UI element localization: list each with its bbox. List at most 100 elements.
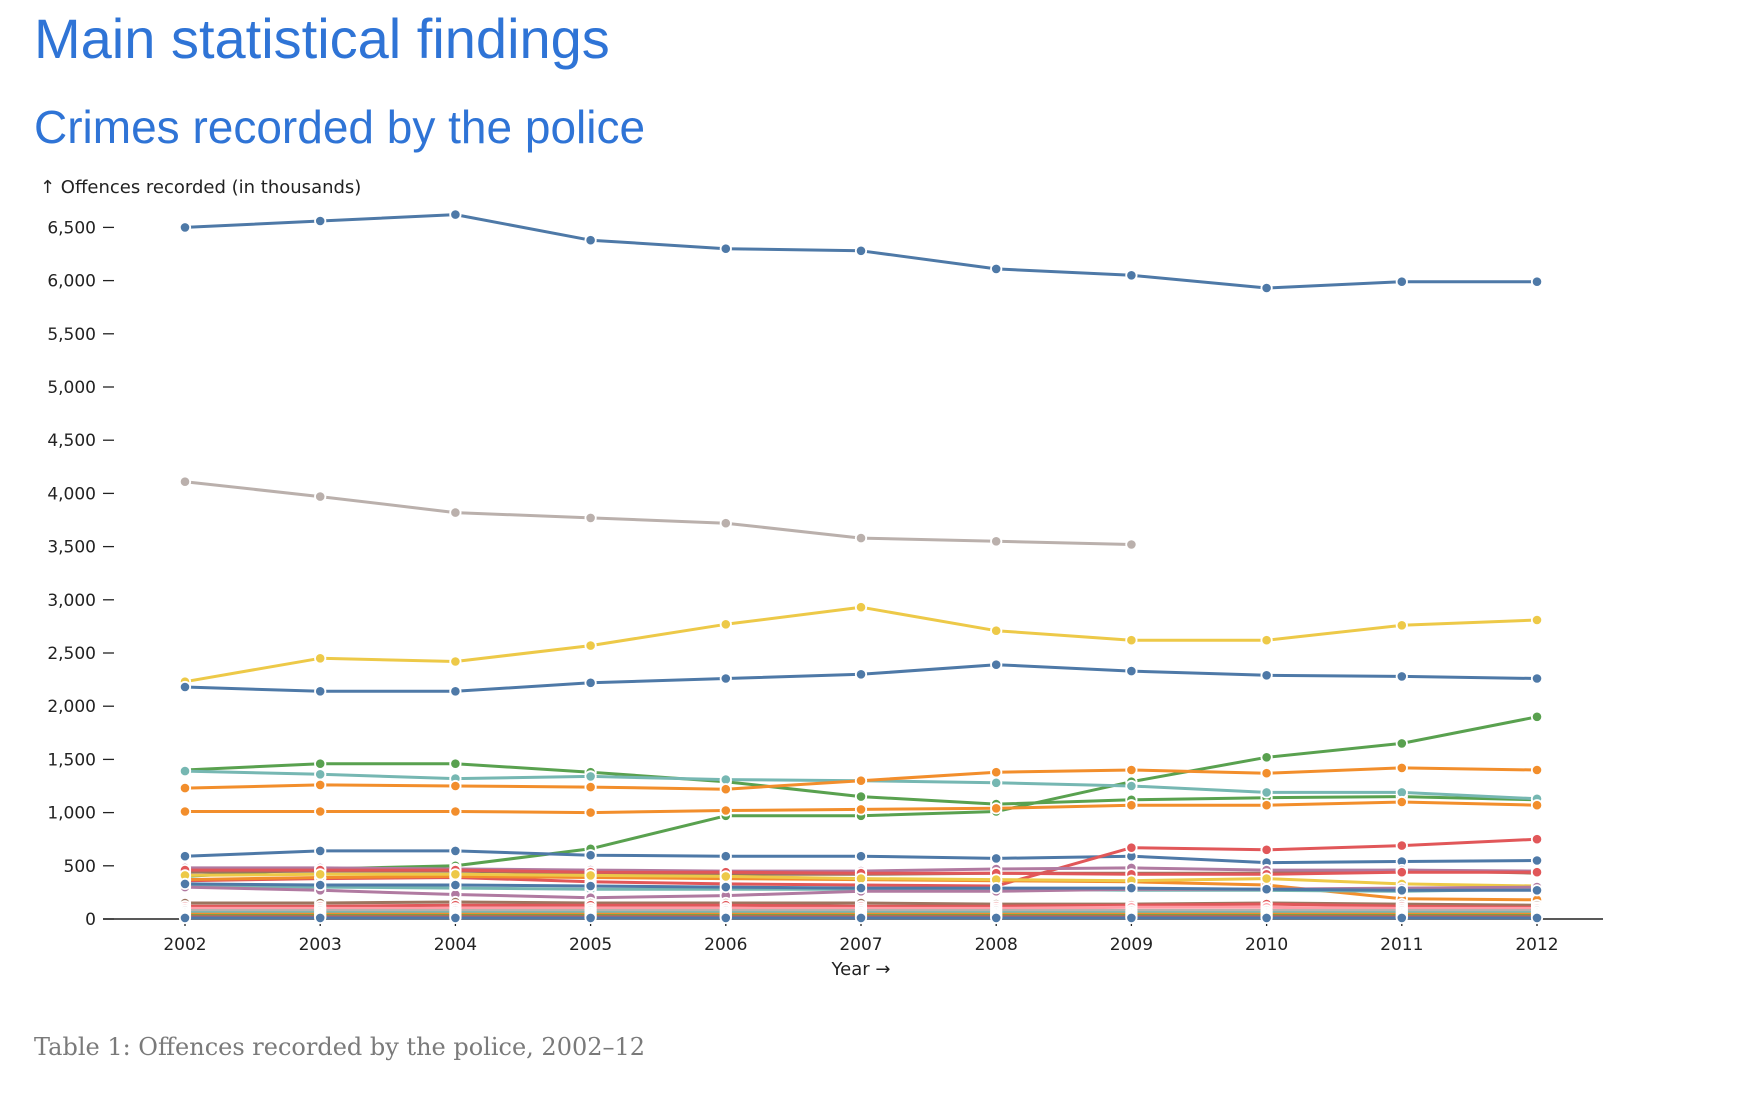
data-point (854, 911, 868, 925)
x-tick-label: 2007 (839, 935, 882, 955)
data-point (584, 780, 597, 794)
data-point (1395, 619, 1408, 632)
data-point (1530, 799, 1544, 812)
y-axis-label: ↑ Offences recorded (in thousands) (40, 177, 361, 198)
y-tick-label: 5,500 (47, 325, 96, 345)
data-point (719, 783, 732, 796)
y-tick-label: 3,000 (47, 591, 96, 611)
data-point (990, 881, 1003, 895)
data-point (314, 768, 327, 781)
data-point (1125, 881, 1138, 895)
data-point (1260, 281, 1273, 295)
data-point (449, 878, 462, 892)
data-point (1395, 670, 1408, 683)
data-point (1260, 767, 1273, 780)
data-point (1530, 275, 1544, 288)
data-point (1125, 269, 1138, 282)
data-point (314, 490, 327, 503)
data-point (1395, 275, 1408, 288)
x-tick-label: 2004 (434, 935, 477, 955)
data-point (1395, 884, 1408, 897)
data-point (1125, 763, 1138, 777)
data-point (178, 221, 192, 234)
y-tick-label: 1,500 (47, 750, 96, 770)
data-point (449, 844, 462, 858)
data-point (584, 639, 597, 652)
data-point (1530, 854, 1544, 867)
data-point (1395, 911, 1408, 925)
x-tick-label: 2011 (1380, 935, 1423, 955)
data-point (1125, 634, 1138, 647)
data-point (449, 757, 462, 770)
data-point (584, 676, 597, 689)
data-point (1530, 672, 1544, 685)
data-point (1125, 841, 1138, 854)
x-tick-label: 2003 (299, 935, 342, 955)
data-point (584, 879, 597, 893)
data-point (1125, 799, 1138, 812)
data-point (854, 601, 868, 614)
data-point (854, 531, 868, 545)
data-point (178, 781, 192, 795)
data-point (449, 911, 462, 925)
data-point (314, 878, 327, 892)
page-subtitle: Crimes recorded by the police (34, 101, 646, 153)
data-point (584, 234, 597, 247)
data-point (178, 911, 192, 925)
y-tick-label: 1,000 (47, 804, 96, 824)
data-point (449, 208, 462, 221)
y-tick-label: 4,000 (47, 484, 96, 504)
data-point (990, 624, 1003, 637)
data-point (1530, 833, 1544, 846)
data-point (719, 618, 732, 631)
series-line (183, 480, 1133, 546)
data-point (449, 805, 462, 818)
x-tick-label: 2009 (1110, 935, 1153, 955)
series-points (178, 208, 1544, 925)
data-point (990, 802, 1003, 815)
data-point (449, 655, 462, 668)
y-axis: 0 500 1,000 1,500 2,000 2,500 3,000 3,500 4,000 4… (47, 218, 114, 930)
data-point (854, 774, 868, 787)
data-point (1530, 884, 1544, 897)
x-tick-label: 2005 (569, 935, 612, 955)
data-point (719, 804, 732, 817)
x-tick-label: 2010 (1245, 935, 1288, 955)
x-tick-label: 2012 (1515, 935, 1558, 955)
data-point (314, 844, 327, 858)
data-point (178, 850, 192, 863)
data-point (1125, 664, 1138, 678)
y-tick-label: 5,000 (47, 378, 96, 398)
data-point (584, 806, 597, 819)
data-point (719, 880, 732, 894)
data-point (449, 779, 462, 793)
data-point (1260, 786, 1273, 799)
y-tick-label: 2,000 (47, 697, 96, 717)
data-point (584, 511, 597, 524)
y-tick-label: 500 (64, 857, 96, 877)
data-point (1260, 883, 1273, 896)
data-point (1395, 839, 1408, 852)
data-point (314, 868, 327, 881)
data-point (719, 850, 732, 863)
data-point (990, 911, 1003, 925)
page-title: Main statistical findings (34, 7, 610, 70)
data-point (854, 881, 868, 895)
data-point (178, 877, 192, 891)
data-point (178, 764, 192, 778)
line-chart: ↑ Offences recorded (in thousands) 0 500 1… (40, 177, 1603, 980)
data-point (314, 778, 327, 792)
data-point (1125, 911, 1138, 925)
data-point (854, 244, 868, 257)
data-point (854, 850, 868, 863)
data-point (1530, 763, 1544, 777)
data-point (1530, 911, 1544, 925)
y-tick-label: 4,500 (47, 431, 96, 451)
y-tick-label: 6,000 (47, 272, 96, 292)
data-point (1530, 710, 1544, 723)
x-axis-label: Year → (831, 959, 891, 980)
y-tick-label: 0 (85, 910, 96, 930)
data-point (449, 685, 462, 698)
data-point (314, 214, 327, 228)
data-point (449, 868, 462, 881)
